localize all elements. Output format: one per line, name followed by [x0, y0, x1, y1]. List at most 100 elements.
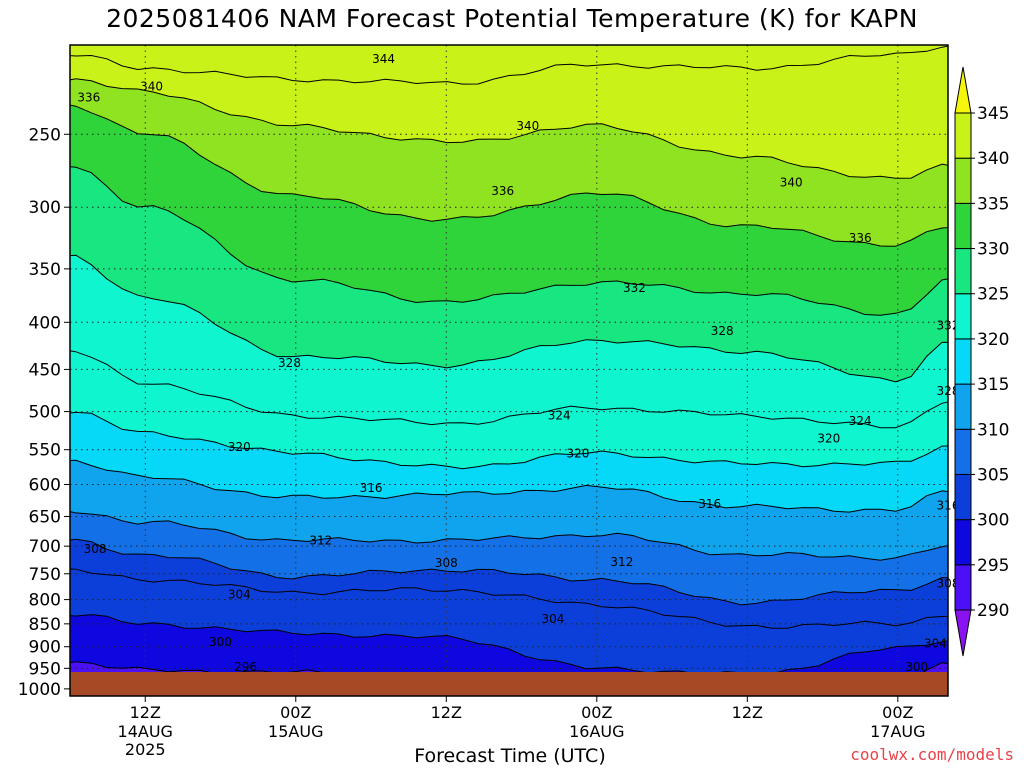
colorbar-swatch-305: [954, 428, 972, 475]
isentrope-308: [70, 538, 948, 606]
xtick-label-12: 00Z: [280, 703, 311, 722]
xtick-label-0: 12Z: [130, 703, 161, 722]
band-below-296: [70, 661, 948, 672]
contour-label-340: 340: [516, 119, 539, 133]
colorbar-label-345: 345: [977, 104, 1009, 124]
ytick-label-1000: 1000: [18, 680, 61, 700]
colorbar-label-310: 310: [977, 420, 1009, 440]
isentrope-324: [70, 350, 948, 429]
ytick-label-850: 850: [29, 615, 61, 635]
colorbar-arrow-bottom: [954, 609, 972, 657]
ytick-label-450: 450: [29, 360, 61, 380]
contour-label-316: 316: [360, 481, 383, 495]
ground-surface: [70, 672, 948, 696]
ytick-label-400: 400: [29, 313, 61, 333]
colorbar-arrow-top: [954, 66, 972, 114]
colorbar-label-305: 305: [977, 465, 1009, 485]
contour-label-300: 300: [209, 635, 232, 649]
contour-label-328: 328: [711, 324, 734, 338]
colorbar-label-295: 295: [977, 556, 1009, 576]
contour-label-316: 316: [698, 497, 721, 511]
ytick-label-250: 250: [29, 125, 61, 145]
colorbar-swatch-320: [954, 293, 972, 340]
isentrope-316: [70, 459, 948, 513]
isentrope-lines: [70, 45, 948, 672]
band-below-300: [70, 614, 948, 672]
colorbar-swatch-325: [954, 248, 972, 295]
colorbar-swatch-315: [954, 338, 972, 385]
colorbar: 290 295 300 305 310 315 320 325 330 335 340 345: [954, 66, 1009, 657]
contour-label-320: 320: [228, 440, 251, 454]
ytick-label-750: 750: [29, 565, 61, 585]
xtick-date-0: 14AUG: [118, 722, 173, 741]
xtick-date-60: 17AUG: [870, 722, 925, 741]
ytick-label-650: 650: [29, 508, 61, 528]
contour-label-308: 308: [435, 556, 458, 570]
ytick-label-550: 550: [29, 441, 61, 461]
contour-label-332: 332: [623, 281, 646, 295]
contour-label-340: 340: [140, 80, 163, 94]
contour-label-328: 328: [278, 356, 301, 370]
contour-label-304: 304: [541, 612, 564, 626]
xtick-date-36: 16AUG: [569, 722, 624, 741]
plot-frame: [69, 44, 949, 697]
ytick-label-800: 800: [29, 591, 61, 611]
contour-label-320: 320: [567, 446, 590, 460]
xtick-year-0: 2025: [125, 740, 166, 759]
ytick-label-300: 300: [29, 198, 61, 218]
chart-title: 2025081406 NAM Forecast Potential Temper…: [106, 4, 918, 33]
grid-lines: [70, 45, 948, 672]
isentrope-312: [70, 511, 948, 561]
ytick-label-900: 900: [29, 638, 61, 658]
contour-label-324: 324: [849, 414, 872, 428]
isentrope-296: [70, 661, 948, 672]
isentrope-340: [70, 78, 948, 179]
contour-label-324: 324: [548, 409, 571, 423]
colorbar-label-320: 320: [977, 330, 1009, 350]
contour-label-344: 344: [372, 52, 395, 66]
ytick-label-600: 600: [29, 476, 61, 496]
colorbar-label-330: 330: [977, 240, 1009, 260]
colorbar-label-290: 290: [977, 601, 1009, 621]
colorbar-swatch-290: [954, 564, 972, 611]
contour-label-308: 308: [84, 542, 107, 556]
xtick-label-24: 12Z: [431, 703, 462, 722]
y-axis: 250 300 350 400 450 500 550 600 650 700 750 800 850 9…: [18, 125, 70, 700]
ytick-label-950: 950: [29, 659, 61, 679]
x-axis-label: Forecast Time (UTC): [414, 745, 606, 767]
colorbar-label-315: 315: [977, 375, 1009, 395]
contour-label-340: 340: [780, 175, 803, 189]
isentrope-304: [70, 568, 948, 629]
isentrope-300: [70, 614, 948, 672]
xtick-date-12: 15AUG: [268, 722, 323, 741]
isentrope-332: [70, 166, 948, 316]
contour-label-296: 296: [234, 660, 257, 674]
contour-label-304: 304: [228, 588, 251, 602]
ytick-label-700: 700: [29, 537, 61, 557]
isentrope-320: [70, 411, 948, 470]
ytick-label-500: 500: [29, 403, 61, 423]
contour-label-336: 336: [491, 184, 514, 198]
isentrope-344: [70, 45, 948, 85]
colorbar-swatch-330: [954, 202, 972, 250]
colorbar-swatch-340: [954, 112, 972, 159]
isentrope-336: [70, 104, 948, 247]
contour-label-336: 336: [77, 90, 100, 104]
xtick-label-48: 12Z: [732, 703, 763, 722]
colorbar-swatch-335: [954, 157, 972, 204]
colorbar-label-335: 335: [977, 194, 1009, 214]
contour-label-336: 336: [849, 231, 872, 245]
colorbar-label-340: 340: [977, 149, 1009, 169]
colorbar-swatch-300: [954, 473, 972, 521]
xtick-label-36: 00Z: [581, 703, 612, 722]
credit-text: coolwx.com/models: [850, 745, 1014, 764]
colorbar-swatch-310: [954, 383, 972, 430]
contour-label-304: 304: [924, 637, 947, 651]
isentrope-328: [70, 254, 948, 383]
contour-label-312: 312: [309, 533, 332, 547]
colorbar-label-325: 325: [977, 285, 1009, 305]
contour-label-312: 312: [610, 555, 633, 569]
